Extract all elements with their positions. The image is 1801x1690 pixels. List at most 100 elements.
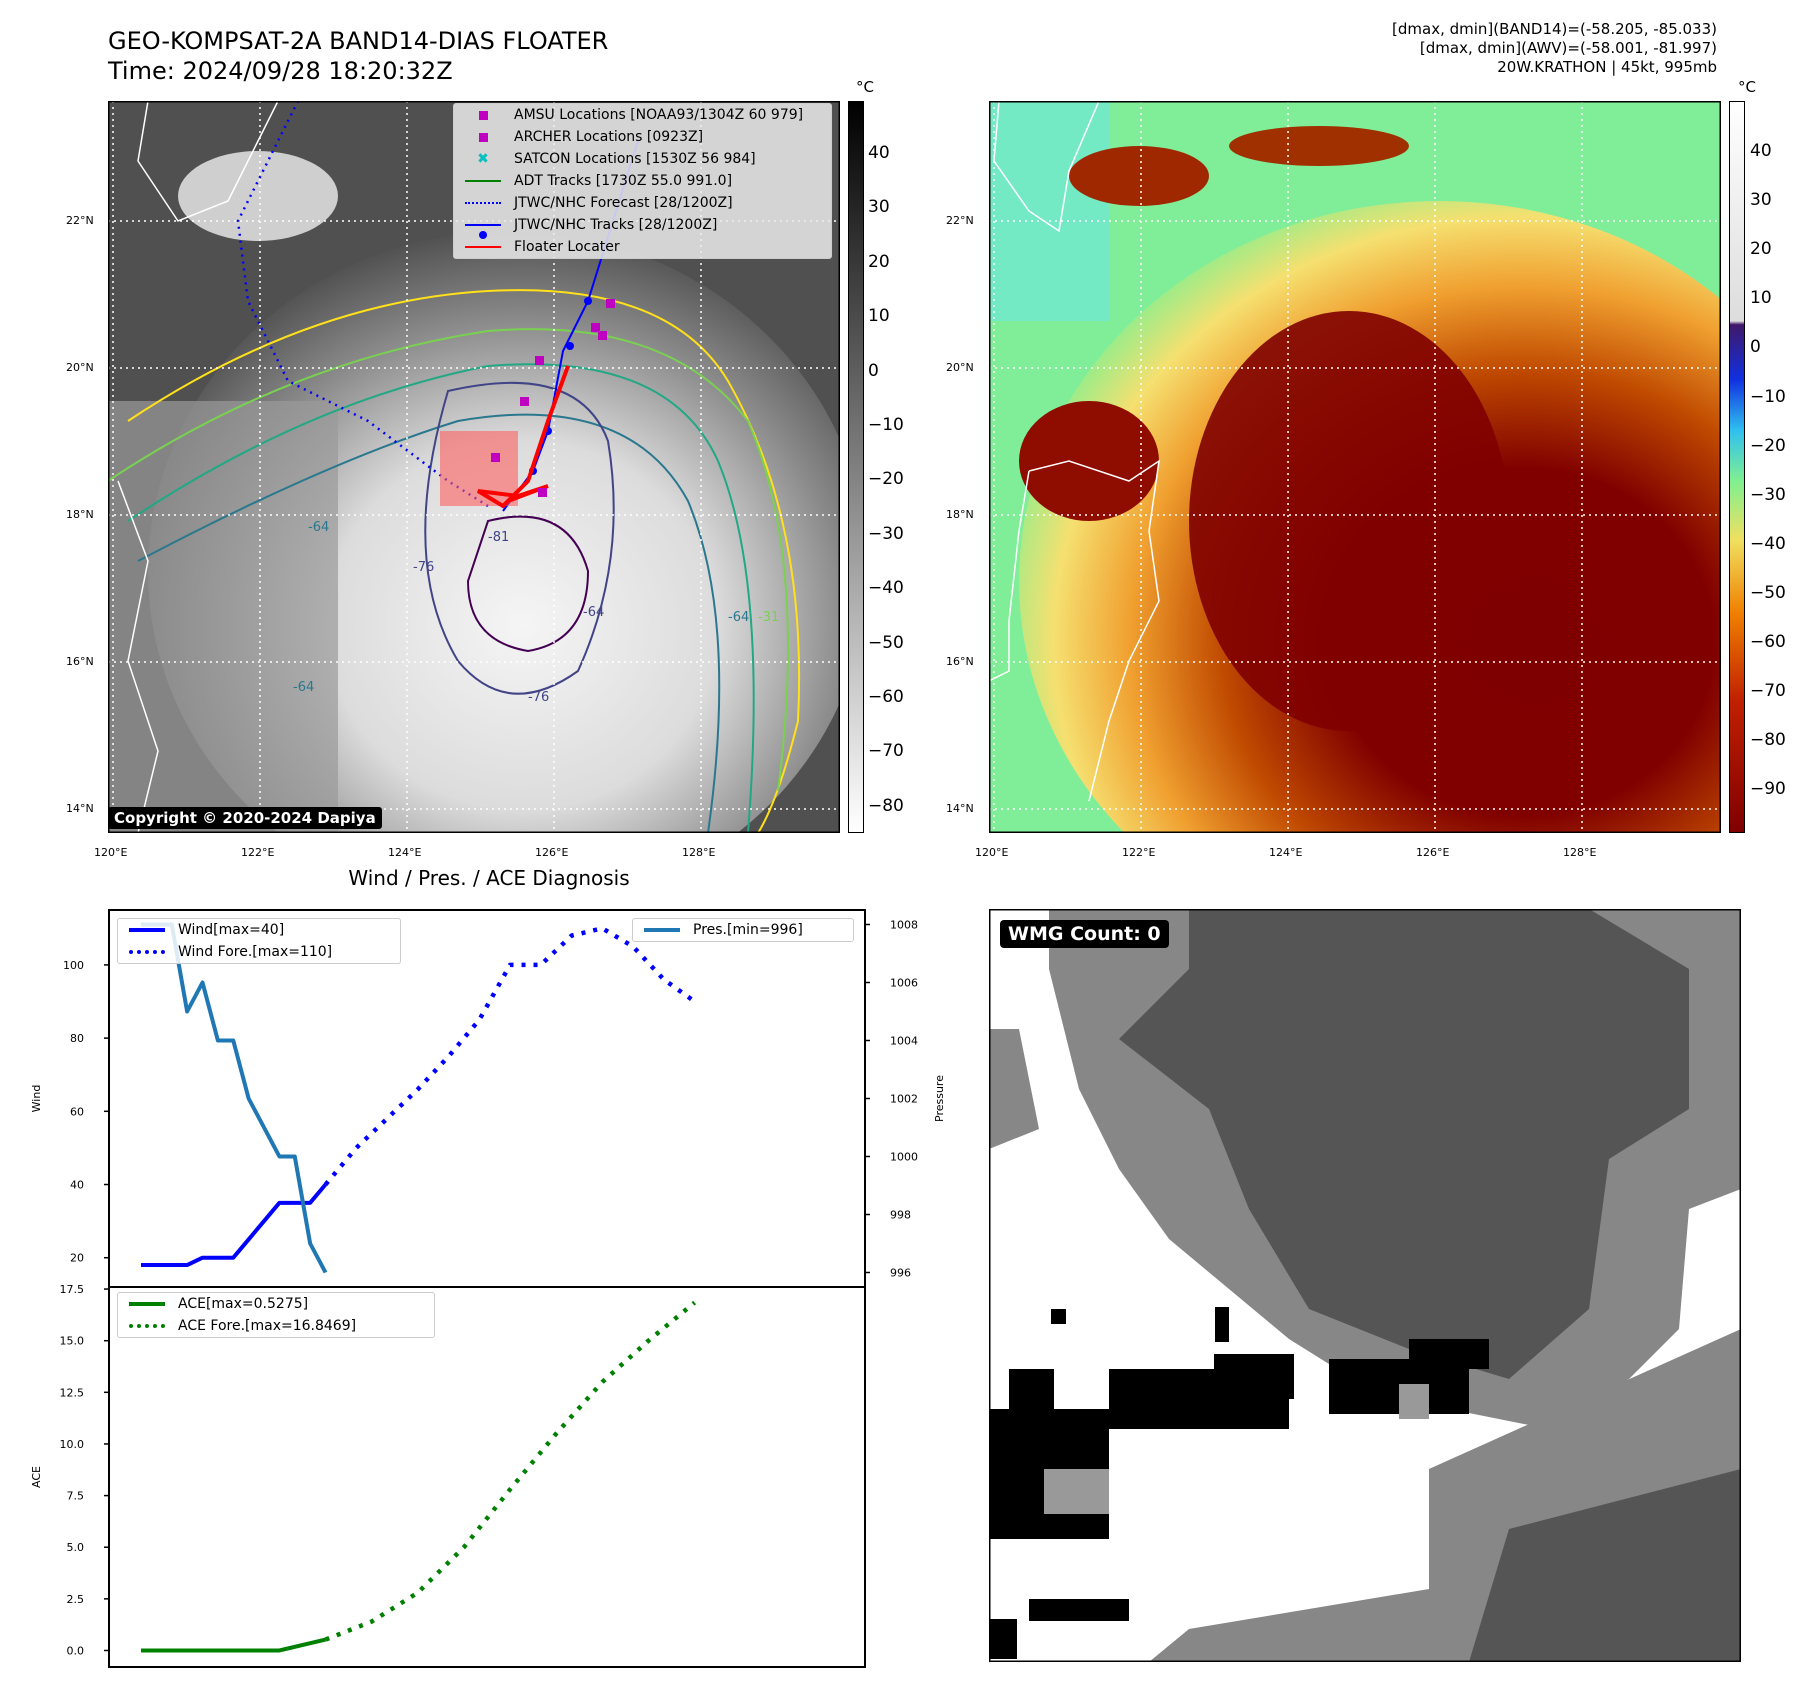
figure-info: [dmax, dmin](BAND14)=(-58.205, -85.033)[… bbox=[1392, 20, 1717, 77]
lon-label: 124°E bbox=[388, 846, 422, 859]
map-frame bbox=[108, 101, 840, 833]
wind-line bbox=[141, 1183, 328, 1268]
colorbar-tick-label: −70 bbox=[868, 741, 904, 762]
lat-label: 14°N bbox=[946, 802, 974, 815]
lat-label: 20°N bbox=[946, 361, 974, 374]
cloud-west bbox=[1019, 401, 1159, 521]
colorbar-tick-label: 0 bbox=[1750, 337, 1761, 358]
floater-locater bbox=[476, 365, 570, 509]
legend-item-wind-forecast: Wind Fore.[max=110] bbox=[118, 941, 400, 963]
colorbar-tick-label: −20 bbox=[868, 469, 904, 490]
colorbar-gray bbox=[848, 101, 864, 833]
solid-line-icon bbox=[124, 928, 170, 932]
y-axis-label: ACE bbox=[30, 1466, 43, 1488]
colorbar-tick-label: 10 bbox=[1750, 288, 1772, 309]
legend-item-ace-forecast: ACE Fore.[max=16.8469] bbox=[118, 1315, 434, 1337]
cloud-north bbox=[178, 151, 338, 241]
contour-label: -81 bbox=[488, 530, 509, 545]
info-line-2: [dmax, dmin](AWV)=(-58.001, -81.997) bbox=[1419, 39, 1717, 57]
contour-purple bbox=[466, 515, 590, 653]
colorbar-tick-label: 40 bbox=[868, 143, 890, 163]
legend-item-adt: ADT Tracks [1730Z 55.0 991.0] bbox=[454, 170, 831, 192]
lon-label: 120°E bbox=[975, 846, 1009, 859]
colorbar-tick-label: −80 bbox=[1750, 730, 1786, 751]
title-line-1: GEO-KOMPSAT-2A BAND14-DIAS FLOATER bbox=[108, 27, 609, 55]
colorbar-tick-label: −10 bbox=[868, 415, 904, 435]
colorbar-tick-label: −60 bbox=[1750, 632, 1786, 652]
contour-navy bbox=[424, 381, 615, 695]
colorbar-tick-label: 40 bbox=[1750, 141, 1772, 161]
y-axis-label: Wind bbox=[30, 1085, 43, 1113]
lat-label: 22°N bbox=[66, 214, 94, 227]
lon-label: 126°E bbox=[535, 846, 569, 859]
coastline bbox=[1028, 459, 1160, 802]
legend-item-floater: Floater Locater bbox=[454, 236, 831, 258]
y-right-tick-label: 1000 bbox=[890, 1151, 918, 1164]
y-tick-label: 7.5 bbox=[67, 1490, 85, 1503]
y-right-tick-label: 1002 bbox=[890, 1093, 918, 1106]
pressure-line bbox=[141, 922, 328, 1274]
wind-axes-frame bbox=[108, 909, 866, 1288]
gridlines bbox=[989, 101, 1721, 833]
copyright-badge: Copyright © 2020-2024 Dapiya bbox=[108, 807, 382, 829]
colorbar-tick-label: 10 bbox=[868, 306, 890, 327]
contour-lightgreen bbox=[108, 328, 789, 792]
contour-green bbox=[127, 363, 755, 833]
y-tick-label: 5.0 bbox=[67, 1541, 85, 1554]
colorbar-tick-label: −50 bbox=[1750, 582, 1786, 603]
jtwc-forecast-track bbox=[236, 101, 489, 508]
lat-label: 16°N bbox=[66, 655, 94, 668]
awv-map bbox=[989, 101, 1721, 833]
colorbar-tick-label: −80 bbox=[868, 795, 904, 816]
legend-item-tracks: JTWC/NHC Tracks [28/1200Z] bbox=[454, 214, 831, 239]
colorbar-tick-label: −20 bbox=[1750, 435, 1786, 456]
colorbar-tick-label: −10 bbox=[1750, 386, 1786, 407]
contour-label: -76 bbox=[528, 690, 549, 705]
colorbar-tick-label: −40 bbox=[868, 578, 904, 599]
lat-label: 16°N bbox=[946, 655, 974, 668]
wmg-count-badge: WMG Count: 0 bbox=[1000, 920, 1169, 948]
y-tick-label: 100 bbox=[63, 959, 84, 972]
coastline bbox=[137, 101, 279, 222]
ace-forecast-line bbox=[324, 1300, 697, 1642]
ace-axes-frame bbox=[108, 1286, 866, 1668]
solid-line-icon bbox=[460, 180, 506, 182]
solid-line-icon bbox=[639, 928, 685, 932]
y-tick-label: 2.5 bbox=[67, 1593, 85, 1606]
colorbar-unit: °C bbox=[1738, 78, 1756, 96]
ace-legend: ACE[max=0.5275] ACE Fore.[max=16.8469] bbox=[117, 1292, 435, 1338]
y-tick-label: 17.5 bbox=[60, 1283, 85, 1296]
legend-item-ace: ACE[max=0.5275] bbox=[118, 1293, 434, 1315]
contour-label: -64 bbox=[308, 520, 329, 535]
y-tick-label: 12.5 bbox=[60, 1386, 85, 1399]
legend-item-wind: Wind[max=40] bbox=[118, 919, 400, 941]
y-right-tick-label: 998 bbox=[890, 1209, 911, 1222]
y-right-tick-label: 1006 bbox=[890, 977, 918, 990]
colorbar-tick-label: −30 bbox=[868, 523, 904, 544]
y-right-tick-label: 996 bbox=[890, 1267, 911, 1280]
wind-legend: Wind[max=40] Wind Fore.[max=110] bbox=[117, 918, 401, 964]
colorbar-tick-label: 20 bbox=[868, 251, 890, 272]
y-tick-label: 80 bbox=[70, 1032, 84, 1045]
y-tick-label: 60 bbox=[70, 1105, 84, 1118]
contour-label: -64 bbox=[583, 605, 604, 620]
pressure-legend: Pres.[min=996] bbox=[632, 918, 854, 942]
storm-core bbox=[1189, 311, 1509, 731]
wmg-region-dark bbox=[1119, 909, 1689, 1379]
contour-label: -64 bbox=[728, 610, 749, 625]
figure-title: GEO-KOMPSAT-2A BAND14-DIAS FLOATER Time: … bbox=[108, 26, 608, 86]
cold-region bbox=[989, 101, 1109, 321]
lat-label: 18°N bbox=[946, 508, 974, 521]
lon-label: 122°E bbox=[1122, 846, 1156, 859]
colorbar-tick-label: 30 bbox=[868, 197, 890, 218]
legend-item-forecast: JTWC/NHC Forecast [28/1200Z] bbox=[454, 192, 831, 214]
lon-label: 128°E bbox=[682, 846, 716, 859]
colorbar-awv bbox=[1729, 101, 1745, 833]
lon-label: 120°E bbox=[94, 846, 128, 859]
solid-line-icon bbox=[124, 1302, 170, 1306]
contour-yellow bbox=[127, 289, 801, 833]
ace-line bbox=[141, 1637, 326, 1653]
map-frame bbox=[989, 101, 1721, 833]
lon-label: 122°E bbox=[241, 846, 275, 859]
legend-item-amsu: AMSU Locations [NOAA93/1304Z 60 979] bbox=[454, 104, 831, 126]
